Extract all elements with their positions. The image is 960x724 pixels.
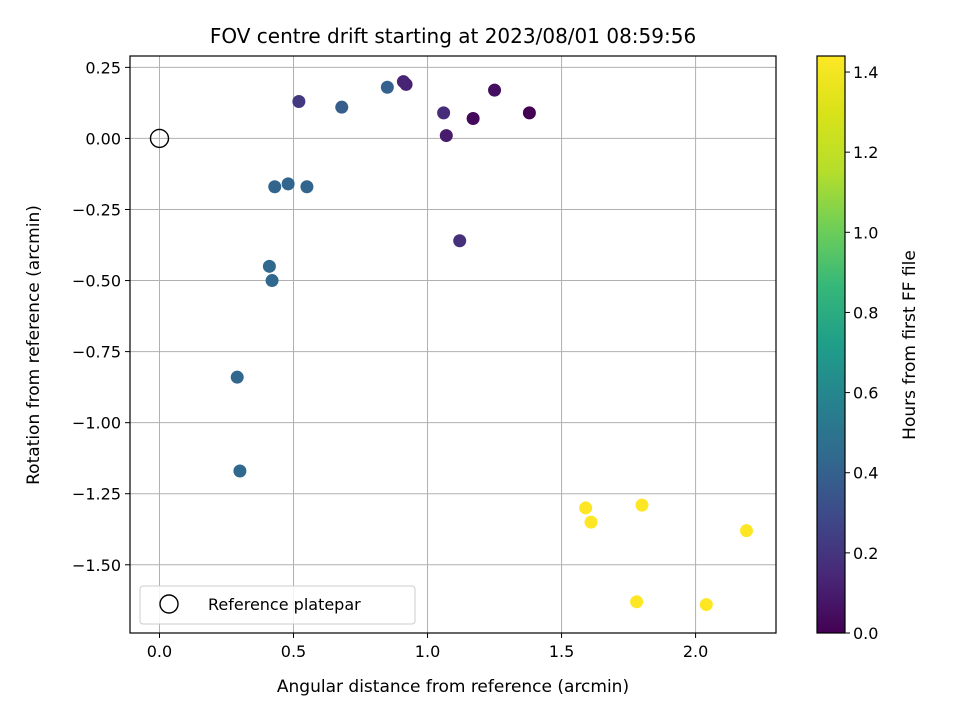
y-tick-label: −1.50 xyxy=(72,556,121,575)
grid-lines xyxy=(130,56,776,633)
colorbar-tick-label: 1.4 xyxy=(853,63,878,82)
data-point xyxy=(630,595,644,609)
legend-label-reference-platepar: Reference platepar xyxy=(208,595,361,614)
legend: Reference platepar xyxy=(139,585,416,625)
data-point xyxy=(522,106,536,120)
data-point xyxy=(300,180,314,194)
colorbar-tick-label: 1.2 xyxy=(853,143,878,162)
y-tick-label: −1.25 xyxy=(72,485,121,504)
data-point xyxy=(262,259,276,273)
y-axis-label: Rotation from reference (arcmin) xyxy=(24,205,44,485)
x-tick-label: 0.0 xyxy=(147,642,172,661)
y-tick-label: −1.00 xyxy=(72,414,121,433)
y-tick-label: −0.75 xyxy=(72,343,121,362)
data-point xyxy=(268,180,282,194)
data-point xyxy=(437,106,451,120)
x-tick-label: 2.0 xyxy=(683,642,708,661)
legend-reference-marker xyxy=(159,594,179,614)
data-point xyxy=(635,498,649,512)
data-point xyxy=(584,515,598,529)
data-point xyxy=(579,501,593,515)
y-tick-label: −0.25 xyxy=(72,200,121,219)
data-point xyxy=(740,524,754,538)
colorbar-tick-label: 0.0 xyxy=(853,624,878,643)
colorbar-label: Hours from first FF file xyxy=(900,250,920,440)
x-tick-label: 1.5 xyxy=(549,642,574,661)
x-tick-label: 1.0 xyxy=(415,642,440,661)
data-point xyxy=(230,370,244,384)
data-points xyxy=(230,75,754,612)
data-point xyxy=(265,274,279,288)
x-axis-ticks: 0.0 0.5 1.0 1.5 2.0 xyxy=(147,633,708,661)
data-point xyxy=(396,75,410,89)
colorbar-ticks: 0.0 0.2 0.4 0.6 0.8 1.0 1.2 1.4 xyxy=(845,63,878,643)
chart-title: FOV centre drift starting at 2023/08/01 … xyxy=(210,24,696,48)
colorbar-tick-label: 0.6 xyxy=(853,384,878,403)
plot-frame xyxy=(129,55,777,634)
data-point xyxy=(699,598,713,612)
data-point xyxy=(439,129,453,143)
data-point xyxy=(380,80,394,94)
reference-marker-group xyxy=(149,128,170,149)
data-point xyxy=(453,234,467,248)
reference-platepar-marker xyxy=(149,128,170,149)
colorbar-tick-label: 0.2 xyxy=(853,544,878,563)
data-point xyxy=(281,177,295,191)
data-point xyxy=(292,94,306,108)
y-tick-label: 0.00 xyxy=(85,129,121,148)
colorbar-tick-label: 1.0 xyxy=(853,223,878,242)
data-point xyxy=(488,83,502,97)
x-axis-label: Angular distance from reference (arcmin) xyxy=(277,677,629,697)
colorbar-gradient xyxy=(816,55,846,634)
x-tick-label: 0.5 xyxy=(281,642,306,661)
data-point xyxy=(466,112,480,126)
data-point xyxy=(335,100,349,114)
legend-box xyxy=(139,585,416,625)
colorbar-tick-label: 0.4 xyxy=(853,464,878,483)
y-axis-ticks: 0.25 0.00 −0.25 −0.50 −0.75 −1.00 −1.25 −1.50 xyxy=(72,58,130,575)
y-tick-label: 0.25 xyxy=(85,58,121,77)
data-point xyxy=(233,464,247,478)
colorbar: 0.0 0.2 0.4 0.6 0.8 1.0 1.2 1.4 Hours from firs… xyxy=(816,55,920,643)
y-tick-label: −0.50 xyxy=(72,272,121,291)
colorbar-tick-label: 0.8 xyxy=(853,303,878,322)
